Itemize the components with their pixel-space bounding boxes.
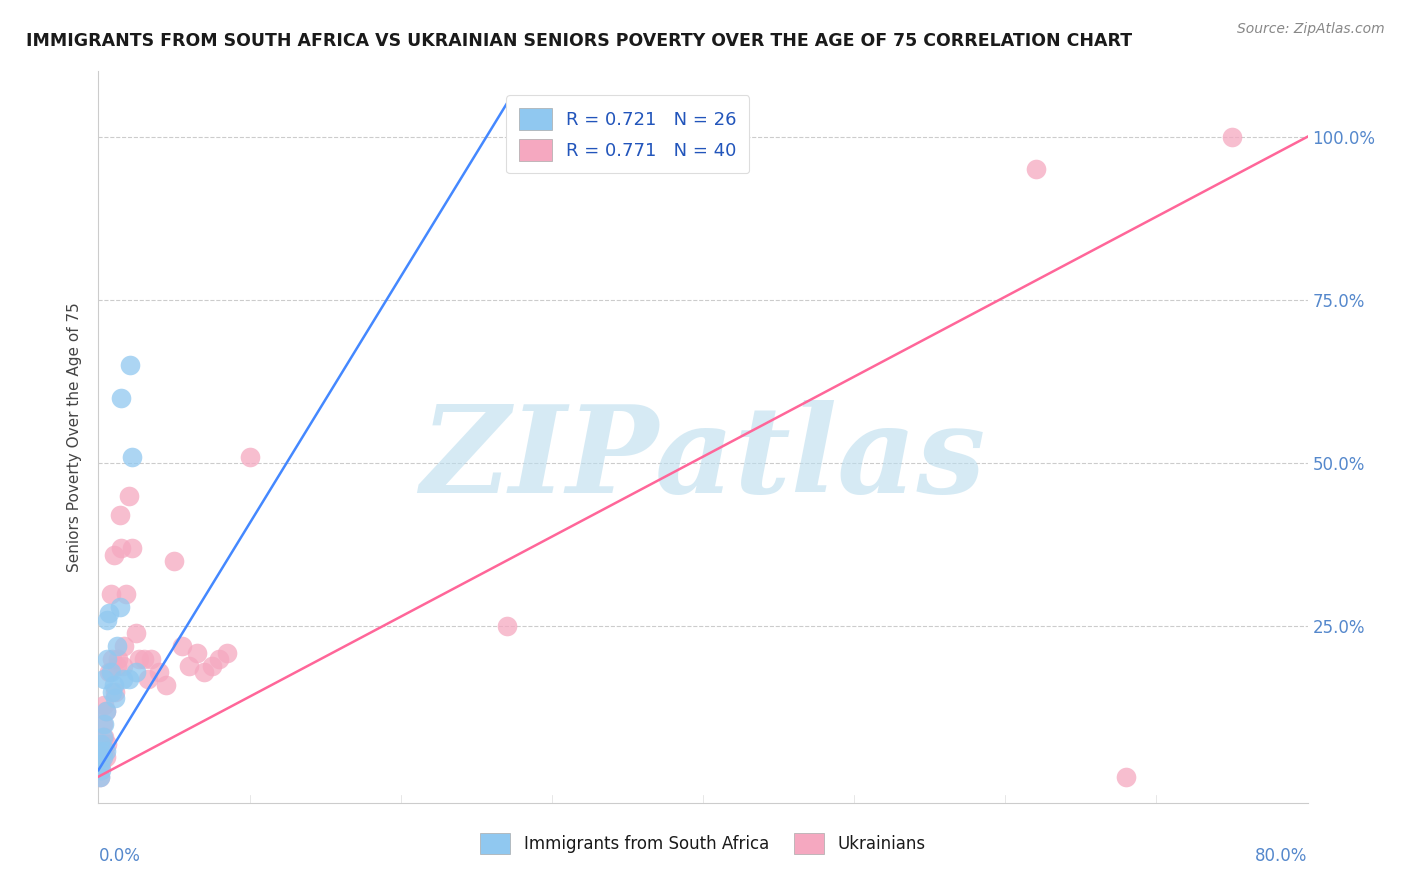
Point [96,613,118,627]
Point [105,639,128,653]
Point [108,508,131,523]
Point [208,652,231,666]
Point [136,672,159,686]
Point [89,770,111,784]
Point [100,665,122,680]
Point [132,652,155,666]
Point [1115,770,1137,784]
Y-axis label: Seniors Poverty Over the Age of 75: Seniors Poverty Over the Age of 75 [67,302,83,572]
Point [155,678,177,692]
Point [90,737,112,751]
Point [89,743,111,757]
Point [105,658,128,673]
Point [96,652,118,666]
Point [104,691,127,706]
Point [120,358,142,372]
Point [101,652,124,666]
Point [108,599,131,614]
Text: 80.0%: 80.0% [1256,847,1308,864]
Point [111,672,134,686]
Text: 0.0%: 0.0% [98,847,141,864]
Point [91,743,114,757]
Point [98,607,121,621]
Point [110,541,132,555]
Point [118,489,141,503]
Point [107,652,129,666]
Point [91,750,114,764]
Point [93,672,115,686]
Point [91,731,114,745]
Point [1220,129,1243,144]
Point [101,685,124,699]
Point [94,705,117,719]
Point [110,391,132,405]
Point [114,587,136,601]
Point [94,750,117,764]
Point [93,731,115,745]
Point [125,626,148,640]
Point [112,639,135,653]
Point [103,678,125,692]
Text: IMMIGRANTS FROM SOUTH AFRICA VS UKRAINIAN SENIORS POVERTY OVER THE AGE OF 75 COR: IMMIGRANTS FROM SOUTH AFRICA VS UKRAINIA… [25,32,1132,50]
Point [179,658,201,673]
Point [96,737,118,751]
Point [94,743,117,757]
Point [239,450,262,464]
Text: Source: ZipAtlas.com: Source: ZipAtlas.com [1237,22,1385,37]
Point [111,658,134,673]
Point [125,665,148,680]
Point [93,717,115,731]
Point [193,665,215,680]
Point [163,554,186,568]
Point [89,770,111,784]
Point [104,685,127,699]
Point [98,665,121,680]
Point [186,646,208,660]
Point [90,756,112,771]
Point [91,717,114,731]
Point [128,652,150,666]
Point [93,698,115,712]
Point [89,750,111,764]
Text: ZIPatlas: ZIPatlas [420,400,986,518]
Point [121,541,143,555]
Point [495,619,517,633]
Point [89,756,111,771]
Point [215,646,238,660]
Point [141,652,163,666]
Point [90,763,112,777]
Point [121,450,143,464]
Point [100,587,122,601]
Point [103,548,125,562]
Legend: Immigrants from South Africa, Ukrainians: Immigrants from South Africa, Ukrainians [474,827,932,860]
Point [90,737,112,751]
Point [170,639,193,653]
Point [201,658,224,673]
Point [94,705,117,719]
Point [1024,162,1046,177]
Point [148,665,170,680]
Point [118,672,141,686]
